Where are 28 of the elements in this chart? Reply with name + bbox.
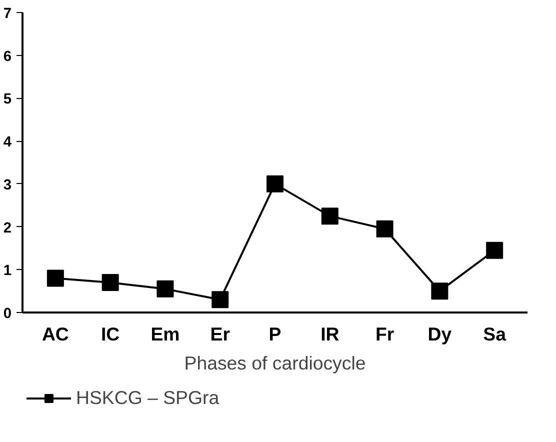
- x-tick-label: P: [268, 324, 282, 344]
- x-axis-title: Phases of cardiocycle: [184, 352, 366, 374]
- point: [46, 270, 64, 287]
- y-tick-label: 5: [3, 92, 12, 108]
- y-tick-label: 6: [3, 48, 12, 65]
- x-tick-label: Sa: [483, 324, 507, 344]
- point: [102, 274, 119, 291]
- point: [212, 291, 229, 308]
- point: [156, 280, 174, 298]
- y-tick-label: 4: [3, 134, 12, 151]
- y-tick-label: 7: [3, 6, 12, 22]
- point: [486, 242, 504, 259]
- y-tick-label: 1: [3, 263, 12, 280]
- x-tick-label: Em: [150, 324, 180, 344]
- point: [266, 175, 284, 192]
- point: [321, 208, 338, 225]
- point: [376, 220, 394, 238]
- x-tick-label: Er: [210, 324, 230, 344]
- y-tick-label: 2: [3, 220, 12, 236]
- x-tick-label: Dy: [428, 324, 452, 344]
- x-tick-label: IC: [101, 324, 120, 344]
- point: [431, 282, 448, 300]
- y-tick-label: 0: [3, 306, 12, 322]
- x-tick-label: Fr: [375, 324, 394, 344]
- x-tick-label: AC: [42, 324, 69, 344]
- x-tick-label: IR: [320, 324, 340, 344]
- legend-label: HSKCG – SPGra: [76, 387, 220, 409]
- y-tick-label: 3: [3, 177, 12, 194]
